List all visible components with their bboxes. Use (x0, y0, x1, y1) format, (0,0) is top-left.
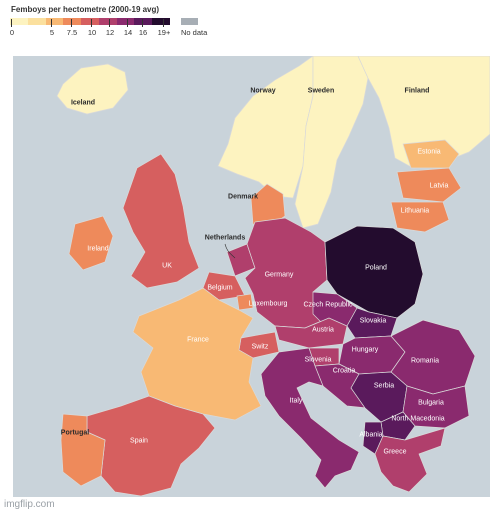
country-ireland (68, 215, 114, 271)
legend-segment (98, 18, 118, 25)
country-label: Ireland (87, 245, 109, 253)
legend-tick (109, 19, 110, 27)
country-italy (260, 347, 360, 489)
legend-tick (91, 19, 92, 27)
country-label: North Macedonia (391, 415, 445, 423)
country-lithuania (390, 201, 450, 233)
legend: Femboys per hectometre (2000-19 avg) 0 5 7… (0, 0, 500, 50)
country-portugal (60, 413, 106, 487)
country-label: Denmark (228, 193, 258, 201)
country-austria (274, 317, 348, 349)
country-label: Sweden (307, 87, 335, 95)
netherlands-leader-line (224, 243, 236, 259)
no-data-label: No data (181, 28, 208, 37)
country-label: Switz (251, 343, 269, 351)
legend-segment (152, 18, 171, 25)
legend-segment (81, 18, 100, 25)
country-label: Czech Republic (303, 301, 353, 309)
country-estonia (402, 139, 460, 169)
legend-segment (134, 18, 153, 25)
legend-segment (45, 18, 64, 25)
country-label: Italy (289, 397, 303, 405)
country-luxembourg (236, 293, 254, 311)
country-label: Spain (130, 437, 148, 445)
country-denmark (250, 183, 286, 229)
country-label: Albania (359, 431, 383, 439)
legend-tick (51, 19, 52, 27)
country-label: Latvia (429, 182, 449, 190)
country-label: Serbia (373, 382, 395, 390)
legend-segment (116, 18, 135, 25)
country-label: Slovenia (304, 356, 332, 364)
legend-tick (11, 19, 12, 27)
legend-tick-label: 14 (123, 28, 133, 37)
country-label: France (187, 336, 209, 344)
no-data-swatch (181, 18, 198, 25)
country-poland (324, 225, 424, 319)
country-label: Hungary (351, 346, 379, 354)
country-label: Poland (365, 264, 387, 272)
legend-tick-label: 19+ (157, 28, 171, 37)
watermark: imgflip.com (4, 499, 55, 510)
country-iceland (56, 63, 129, 115)
country-latvia (396, 167, 462, 203)
legend-tick-label: 5 (49, 28, 55, 37)
country-label: Croatia (332, 367, 356, 375)
country-label: Belgium (207, 284, 233, 292)
legend-tick-label: 7.5 (66, 28, 78, 37)
legend-color-bar (10, 18, 171, 25)
choropleth-map: Iceland Norway Sweden Finland Estonia Latvia L… (13, 56, 490, 497)
country-label: Iceland (70, 99, 96, 107)
country-label: Germany (264, 271, 294, 279)
legend-tick (127, 19, 128, 27)
legend-tick (142, 19, 143, 27)
country-label: Slovakia (359, 317, 387, 325)
legend-tick-label: 16 (138, 28, 148, 37)
country-label: Austria (312, 326, 334, 334)
country-label: Portugal (60, 429, 90, 437)
legend-tick-label: 12 (105, 28, 115, 37)
country-france (132, 287, 262, 421)
legend-tick (163, 19, 164, 27)
legend-tick-label: 0 (9, 28, 15, 37)
country-label: Netherlands (204, 234, 246, 242)
country-label: Bulgaria (418, 399, 444, 407)
country-label: Finland (404, 87, 430, 95)
country-label: Lithuania (400, 207, 430, 215)
country-uk (122, 153, 200, 289)
country-shapes (56, 56, 490, 497)
country-greece (374, 427, 446, 493)
country-label: Greece (383, 448, 407, 456)
country-label: Norway (250, 87, 276, 95)
legend-tick (71, 19, 72, 27)
map-canvas (13, 56, 490, 497)
legend-segment (27, 18, 47, 25)
country-label: Romania (410, 357, 440, 365)
legend-segment (63, 18, 82, 25)
legend-segment (10, 18, 29, 25)
country-label: UK (162, 262, 172, 270)
country-sweden (294, 56, 369, 229)
legend-tick-label: 10 (87, 28, 97, 37)
country-label: Luxembourg (248, 300, 288, 308)
country-label: Estonia (417, 148, 441, 156)
legend-title: Femboys per hectometre (2000-19 avg) (11, 5, 160, 14)
country-belgium (202, 271, 246, 301)
